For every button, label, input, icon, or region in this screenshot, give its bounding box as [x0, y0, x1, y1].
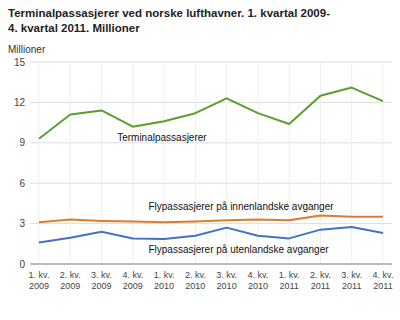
x-grid-line: [226, 62, 227, 264]
series-label: Flypassasjerer på utenlandske avganger: [148, 244, 329, 255]
y-tick-label: 12: [14, 97, 26, 108]
x-tick-label-line: 1. kv.: [279, 270, 300, 280]
y-axis-label: Millioner: [8, 44, 46, 55]
y-tick-label: 3: [19, 218, 25, 229]
y-tick-label: 9: [19, 137, 25, 148]
x-tick-label: 4. kv.2011: [373, 270, 394, 291]
series-line: [39, 227, 383, 242]
x-tick-label-line: 2. kv.: [185, 270, 206, 280]
y-grid-line: [30, 264, 392, 265]
series-group: [39, 88, 383, 243]
x-grid-line: [289, 62, 290, 264]
x-tick-label: 4. kv.2009: [122, 270, 143, 291]
x-tick-label-line: 2. kv.: [310, 270, 331, 280]
x-tick-label-line: 2009: [29, 281, 49, 291]
y-grid-line: [30, 62, 392, 63]
x-tick-label: 1. kv.2011: [279, 270, 300, 291]
x-tick-label-line: 2009: [123, 281, 143, 291]
x-tick-label-line: 4. kv.: [122, 270, 143, 280]
x-tick-label: 1. kv.2009: [29, 270, 50, 291]
x-tick-label-line: 2009: [92, 281, 112, 291]
x-tick-label: 3. kv.2010: [216, 270, 237, 291]
series-label: Flypassasjerer på innenlandske avganger: [148, 201, 334, 212]
x-tick-label-line: 2010: [248, 281, 268, 291]
y-grid-line: [30, 223, 392, 224]
y-tick-label: 0: [19, 259, 25, 270]
y-grid-line: [30, 183, 392, 184]
x-grid-line: [195, 62, 196, 264]
x-tick-label: 2. kv.2010: [185, 270, 206, 291]
x-tick-label-line: 2011: [342, 281, 361, 291]
x-axis-line: [30, 264, 392, 265]
series-label: Terminalpassasjerer: [117, 132, 207, 143]
x-tick-label: 2. kv.2009: [60, 270, 81, 291]
series-line: [39, 88, 383, 139]
x-tick-label-line: 2010: [217, 281, 237, 291]
series-line: [39, 216, 383, 223]
x-tick-label: 1. kv.2010: [154, 270, 175, 291]
x-tick-label-line: 1. kv.: [154, 270, 175, 280]
x-tick-label-line: 4. kv.: [247, 270, 268, 280]
x-tick-label-line: 3. kv.: [216, 270, 237, 280]
x-grid-line: [70, 62, 71, 264]
x-tick-label-line: 4. kv.: [373, 270, 394, 280]
subtitle: 4. kvartal 2011. Millioner: [8, 22, 140, 34]
x-tick-label-line: 2011: [280, 281, 299, 291]
x-tick-label-line: 3. kv.: [91, 270, 112, 280]
x-tick-label-line: 2010: [154, 281, 174, 291]
x-tick-label-line: 2011: [311, 281, 330, 291]
y-grid-line: [30, 142, 392, 143]
x-tick-label: 3. kv.2011: [341, 270, 362, 291]
x-tick-label: 3. kv.2009: [91, 270, 112, 291]
chart: Terminalpassasjerer ved norske lufthavne…: [0, 0, 400, 320]
x-tick-label-line: 2009: [60, 281, 80, 291]
x-grid-line: [164, 62, 165, 264]
x-tick-label: 4. kv.2010: [247, 270, 268, 291]
y-grid-line: [30, 102, 392, 103]
x-tick-label-line: 2. kv.: [60, 270, 81, 280]
x-grid-line: [351, 62, 352, 264]
x-tick-label-line: 2010: [185, 281, 205, 291]
grid: [30, 62, 392, 264]
x-tick-label-line: 2011: [373, 281, 392, 291]
x-grid-line: [101, 62, 102, 264]
title: Terminalpassasjerer ved norske lufthavne…: [8, 7, 330, 19]
x-tick-label-line: 1. kv.: [29, 270, 50, 280]
y-tick-label: 15: [14, 57, 26, 68]
x-grid-line: [132, 62, 133, 264]
x-grid-line: [320, 62, 321, 264]
x-grid-line: [257, 62, 258, 264]
y-tick-label: 6: [19, 178, 25, 189]
x-tick-label: 2. kv.2011: [310, 270, 331, 291]
x-tick-label-line: 3. kv.: [341, 270, 362, 280]
x-grid-line: [39, 62, 40, 264]
